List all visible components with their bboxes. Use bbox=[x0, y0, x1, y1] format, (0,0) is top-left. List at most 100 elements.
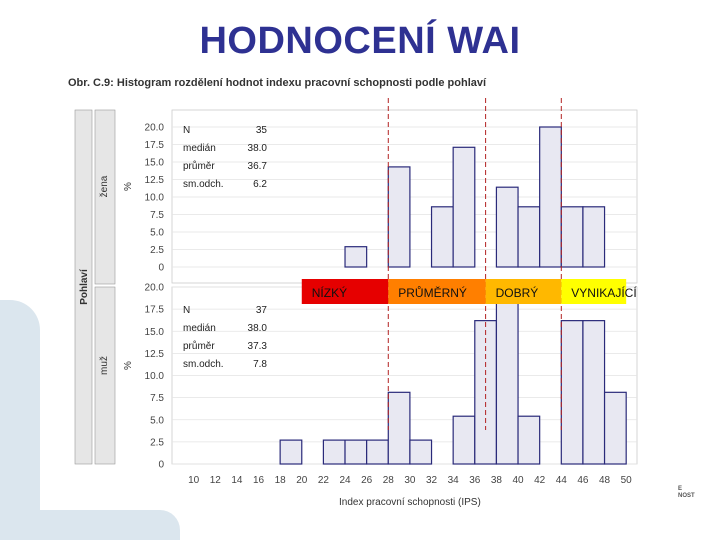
histogram-bar bbox=[452, 415, 476, 465]
logo-text: E NOST bbox=[678, 486, 695, 500]
stat-label: N bbox=[183, 305, 190, 316]
stat-label: sm.odch. bbox=[183, 359, 224, 370]
y-tick-label: 0 bbox=[158, 263, 164, 274]
category-label: NÍZKÝ bbox=[312, 285, 347, 300]
x-tick-label: 42 bbox=[534, 475, 546, 486]
x-tick-label: 48 bbox=[599, 475, 611, 486]
panel-name: žena bbox=[99, 175, 110, 197]
logo-text-line: E bbox=[678, 486, 683, 492]
histogram-bar bbox=[495, 296, 519, 465]
x-tick-label: 12 bbox=[210, 475, 222, 486]
y-tick-label: 2.5 bbox=[150, 245, 164, 256]
x-tick-label: 40 bbox=[512, 475, 524, 486]
y-tick-label: 15.0 bbox=[145, 327, 165, 338]
y-tick-label: 17.5 bbox=[145, 305, 165, 316]
x-tick-label: 20 bbox=[296, 475, 308, 486]
category-band bbox=[485, 279, 562, 304]
histogram-bar bbox=[603, 391, 627, 465]
stat-label: průměr bbox=[183, 340, 215, 352]
logo-text-line: NOST bbox=[678, 493, 695, 499]
histogram-bar bbox=[322, 439, 346, 465]
x-tick-label: 18 bbox=[275, 475, 287, 486]
y-axis-label: % bbox=[123, 361, 134, 370]
x-tick-label: 22 bbox=[318, 475, 330, 486]
stat-value: 37 bbox=[256, 305, 268, 316]
y-tick-label: 2.5 bbox=[150, 437, 164, 448]
stat-value: 37.3 bbox=[248, 341, 268, 352]
x-tick-label: 34 bbox=[448, 475, 460, 486]
histogram-bar bbox=[517, 206, 541, 268]
category-band bbox=[388, 279, 486, 304]
y-tick-label: 20.0 bbox=[145, 283, 165, 294]
y-tick-label: 5.0 bbox=[150, 415, 164, 426]
background-decoration bbox=[0, 300, 40, 540]
stat-value: 36.7 bbox=[248, 161, 268, 172]
stat-value: 38.0 bbox=[248, 143, 268, 154]
y-axis-label: % bbox=[123, 182, 134, 191]
x-tick-label: 16 bbox=[253, 475, 265, 486]
panel-strip bbox=[94, 286, 116, 465]
x-tick-label: 36 bbox=[469, 475, 481, 486]
histogram-bar bbox=[495, 186, 519, 268]
y-tick-label: 17.5 bbox=[145, 140, 165, 151]
facet-strip bbox=[74, 109, 93, 465]
y-tick-label: 12.5 bbox=[145, 349, 165, 360]
y-tick-label: 0 bbox=[158, 460, 164, 471]
histogram-bar bbox=[387, 391, 411, 465]
histogram-bar bbox=[344, 439, 368, 465]
x-tick-label: 50 bbox=[621, 475, 633, 486]
y-tick-label: 7.5 bbox=[150, 393, 164, 404]
histogram-bar bbox=[430, 206, 454, 268]
histogram-bar bbox=[452, 146, 476, 268]
stat-label: sm.odch. bbox=[183, 179, 224, 190]
y-tick-label: 12.5 bbox=[145, 175, 165, 186]
y-tick-label: 20.0 bbox=[145, 123, 165, 134]
stat-value: 6.2 bbox=[253, 179, 267, 190]
category-label: DOBRÝ bbox=[496, 285, 539, 300]
y-tick-label: 10.0 bbox=[145, 193, 165, 204]
histogram-bar bbox=[560, 206, 584, 268]
x-axis-label: Index pracovní schopnosti (IPS) bbox=[339, 497, 481, 508]
histogram-bar bbox=[560, 320, 584, 465]
histogram-bar bbox=[582, 320, 606, 465]
x-tick-label: 10 bbox=[188, 475, 200, 486]
y-tick-label: 15.0 bbox=[145, 158, 165, 169]
histogram-bar bbox=[409, 439, 433, 465]
facet-label: Pohlaví bbox=[79, 268, 90, 305]
x-tick-label: 24 bbox=[339, 475, 351, 486]
histogram-bar bbox=[582, 206, 606, 268]
x-tick-label: 30 bbox=[404, 475, 416, 486]
histogram-bar bbox=[366, 439, 389, 465]
background-decoration bbox=[20, 510, 180, 540]
histogram-bar bbox=[279, 439, 303, 465]
stat-value: 38.0 bbox=[248, 323, 268, 334]
stat-value: 7.8 bbox=[253, 359, 267, 370]
stat-label: N bbox=[183, 125, 190, 136]
histogram-bar bbox=[344, 246, 368, 268]
panel-strip bbox=[94, 109, 116, 285]
x-tick-label: 44 bbox=[556, 475, 568, 486]
stat-label: průměr bbox=[183, 160, 215, 172]
y-tick-label: 10.0 bbox=[145, 371, 165, 382]
category-band bbox=[301, 279, 389, 304]
x-tick-label: 14 bbox=[231, 475, 243, 486]
x-tick-label: 26 bbox=[361, 475, 373, 486]
x-tick-label: 28 bbox=[383, 475, 395, 486]
category-band bbox=[561, 279, 627, 304]
x-tick-label: 38 bbox=[491, 475, 503, 486]
page-title: HODNOCENÍ WAI bbox=[199, 20, 521, 62]
x-tick-label: 32 bbox=[426, 475, 438, 486]
category-label: PRŮMĚRNÝ bbox=[398, 285, 467, 300]
histogram-bar bbox=[539, 126, 562, 268]
histogram-bar bbox=[387, 166, 411, 268]
x-tick-label: 46 bbox=[577, 475, 589, 486]
category-label: VYNIKAJÍCÍ bbox=[571, 285, 637, 300]
stat-label: medián bbox=[183, 323, 216, 334]
figure-caption: Obr. C.9: Histogram rozdělení hodnot ind… bbox=[68, 77, 487, 89]
y-tick-label: 7.5 bbox=[150, 210, 164, 221]
panel-name: muž bbox=[99, 356, 110, 375]
histogram-bar bbox=[517, 415, 541, 465]
y-tick-label: 5.0 bbox=[150, 228, 164, 239]
stat-value: 35 bbox=[256, 125, 268, 136]
